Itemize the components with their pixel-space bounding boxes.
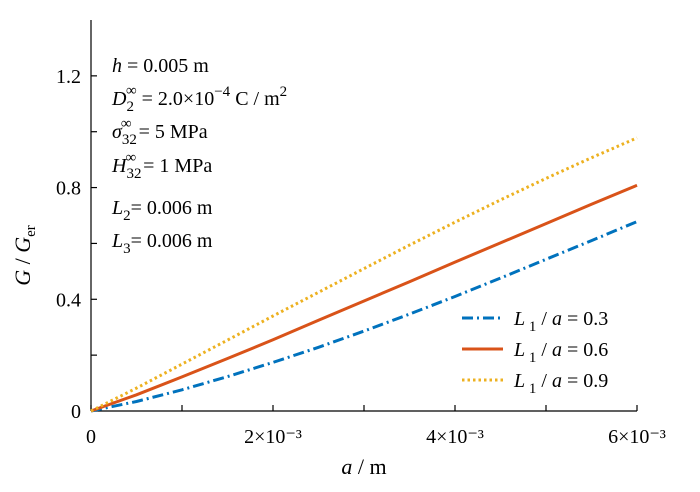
y-tick-label: 0.8 [56,178,81,200]
annotation-h: h = 0.005 m [112,55,209,77]
annotation-l3: L3= 0.006 m [111,230,213,257]
x-tick-label: 2×10⁻³ [244,426,302,448]
y-tick-label: 1.2 [56,66,81,88]
x-tick-label: 6×10⁻³ [608,426,666,448]
legend-label-l1-0.3: L 1 / a = 0.3 [513,308,608,335]
x-tick-label: 4×10⁻³ [426,426,484,448]
annotation-l2: L2= 0.006 m [111,197,213,224]
series-line-0 [90,220,638,413]
x-ticks: 0 2×10⁻³ 4×10⁻³ 6×10⁻³ [86,405,666,448]
x-tick-label: 0 [86,426,96,448]
y-tick-label: 0.4 [56,289,81,311]
y-tick-label: 0 [71,401,81,423]
annotation-h32: H32∞ = 1 MPa [111,150,212,182]
series-layer [90,136,638,413]
legend: L 1 / a = 0.3 L 1 / a = 0.6 L 1 / a = 0.… [462,308,608,397]
annotation-d2: D2∞ = 2.0×10−4 C / m2 [111,83,287,115]
x-axis-title: a / m [341,454,386,479]
legend-label-l1-0.9: L 1 / a = 0.9 [513,370,608,397]
y-axis-title: G / Ger [10,225,39,286]
series-line-1 [90,183,638,413]
y-ticks: 0 0.4 0.8 1.2 [56,66,97,423]
annotation-sigma: σ32∞ = 5 MPa [112,116,208,148]
parameter-annotations: h = 0.005 m D2∞ = 2.0×10−4 C / m2 σ32∞ =… [111,55,287,257]
legend-label-l1-0.6: L 1 / a = 0.6 [513,339,608,366]
